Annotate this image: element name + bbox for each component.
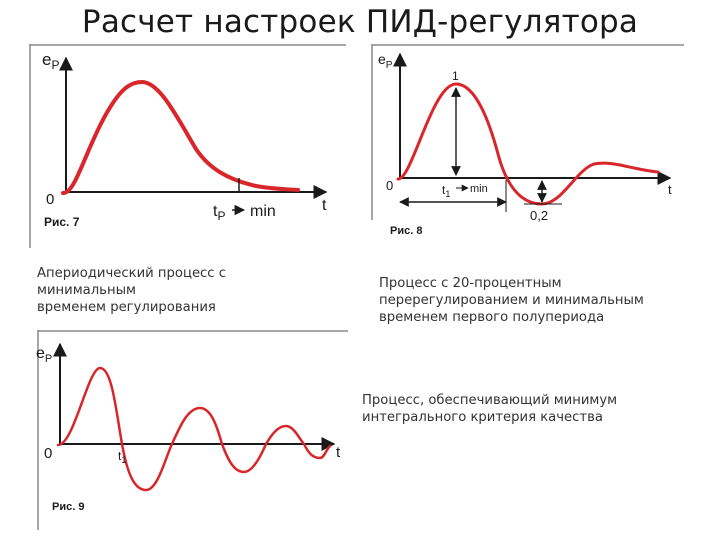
caption-figure-9: Процесс, обеспечивающий минимум интеграл… <box>362 392 617 426</box>
x-axis-label: t <box>322 197 327 214</box>
figure-9: eP 0 t t1 Рис. 9 <box>30 330 352 534</box>
time-mark-suffix: min <box>470 183 488 195</box>
caption-line: перерегулированием и минимальным <box>379 293 644 308</box>
origin-label: 0 <box>386 178 393 193</box>
x-axis-label: t <box>336 444 341 461</box>
y-axis-label: eP <box>378 51 393 71</box>
caption-line: Апериодический процесс с <box>37 266 227 281</box>
origin-label: 0 <box>46 191 54 208</box>
y-axis-label: eP <box>42 50 59 72</box>
caption-line: временем первого полупериода <box>379 310 605 325</box>
damped-oscillation-curve <box>56 366 332 492</box>
caption-figure-8: Процесс с 20-процентным перерегулировани… <box>379 275 644 326</box>
figure-8: eP 1 0 t t1 min 0,2 Рис. 8 <box>371 44 688 244</box>
caption-line: Процесс, обеспечивающий минимум <box>362 393 618 408</box>
overshoot-curve <box>396 82 660 206</box>
overshoot-label: 0,2 <box>530 208 548 223</box>
x-axis-label: t <box>668 182 672 197</box>
origin-label: 0 <box>44 445 52 462</box>
caption-figure-7: Апериодический процесс с минимальным вре… <box>37 265 226 316</box>
time-mark-suffix: min <box>250 203 276 220</box>
aperiodic-curve <box>61 79 300 195</box>
figure-label: Рис. 7 <box>44 215 80 229</box>
caption-line: временем регулирования <box>37 300 216 315</box>
caption-line: Процесс с 20-процентным <box>379 276 562 291</box>
figure-label: Рис. 8 <box>390 225 422 237</box>
y-axis-label: eP <box>36 345 52 365</box>
time-mark-label: t1 <box>442 183 450 199</box>
page-title: Расчет настроек ПИД-регулятора <box>81 4 639 40</box>
figure-label: Рис. 9 <box>52 501 84 513</box>
figure-7: eP 0 t tP min Рис. 7 <box>29 44 346 248</box>
caption-line: минимальным <box>37 283 136 298</box>
caption-line: интегрального критерия качества <box>362 410 603 425</box>
peak-label: 1 <box>452 69 459 83</box>
time-mark-label: t1 <box>118 449 126 465</box>
time-mark-label: tP <box>213 203 225 223</box>
